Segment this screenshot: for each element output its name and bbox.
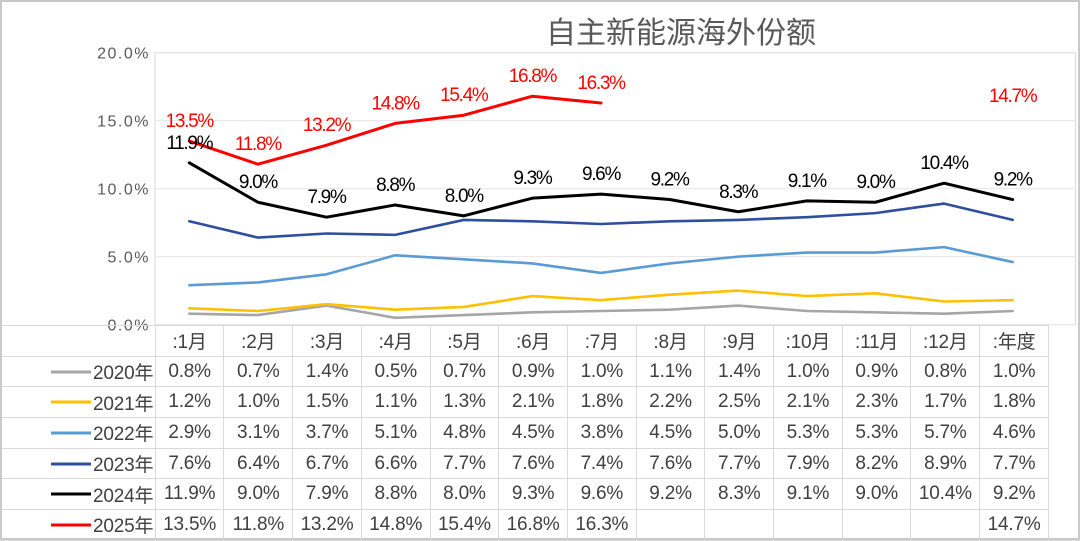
- svg-text:15.4%: 15.4%: [440, 85, 489, 106]
- svg-text:16.8%: 16.8%: [509, 66, 558, 87]
- svg-text:14.7%: 14.7%: [989, 86, 1038, 107]
- svg-text:13.5%: 13.5%: [166, 111, 215, 132]
- svg-text:9.6%: 9.6%: [582, 164, 622, 185]
- svg-text:5.0%: 5.0%: [108, 249, 150, 266]
- svg-text:11.8%: 11.8%: [235, 134, 282, 155]
- svg-text:9.2%: 9.2%: [651, 170, 691, 191]
- svg-text:15.0%: 15.0%: [97, 114, 150, 131]
- svg-text:16.3%: 16.3%: [577, 73, 626, 94]
- svg-text:9.2%: 9.2%: [994, 170, 1034, 191]
- svg-text:9.0%: 9.0%: [239, 172, 279, 193]
- svg-text:20.0%: 20.0%: [97, 46, 150, 63]
- svg-text:10.4%: 10.4%: [920, 153, 969, 174]
- svg-text:13.2%: 13.2%: [303, 115, 352, 136]
- svg-text:8.0%: 8.0%: [445, 186, 485, 207]
- svg-text:11.9%: 11.9%: [166, 133, 213, 154]
- svg-text:8.8%: 8.8%: [376, 175, 416, 196]
- svg-text:8.3%: 8.3%: [719, 182, 759, 203]
- svg-text:9.3%: 9.3%: [513, 168, 553, 189]
- svg-text:7.9%: 7.9%: [307, 187, 347, 208]
- svg-text:9.0%: 9.0%: [856, 172, 896, 193]
- svg-text:14.8%: 14.8%: [372, 93, 421, 114]
- svg-text:10.0%: 10.0%: [97, 182, 150, 199]
- svg-text:9.1%: 9.1%: [788, 171, 828, 192]
